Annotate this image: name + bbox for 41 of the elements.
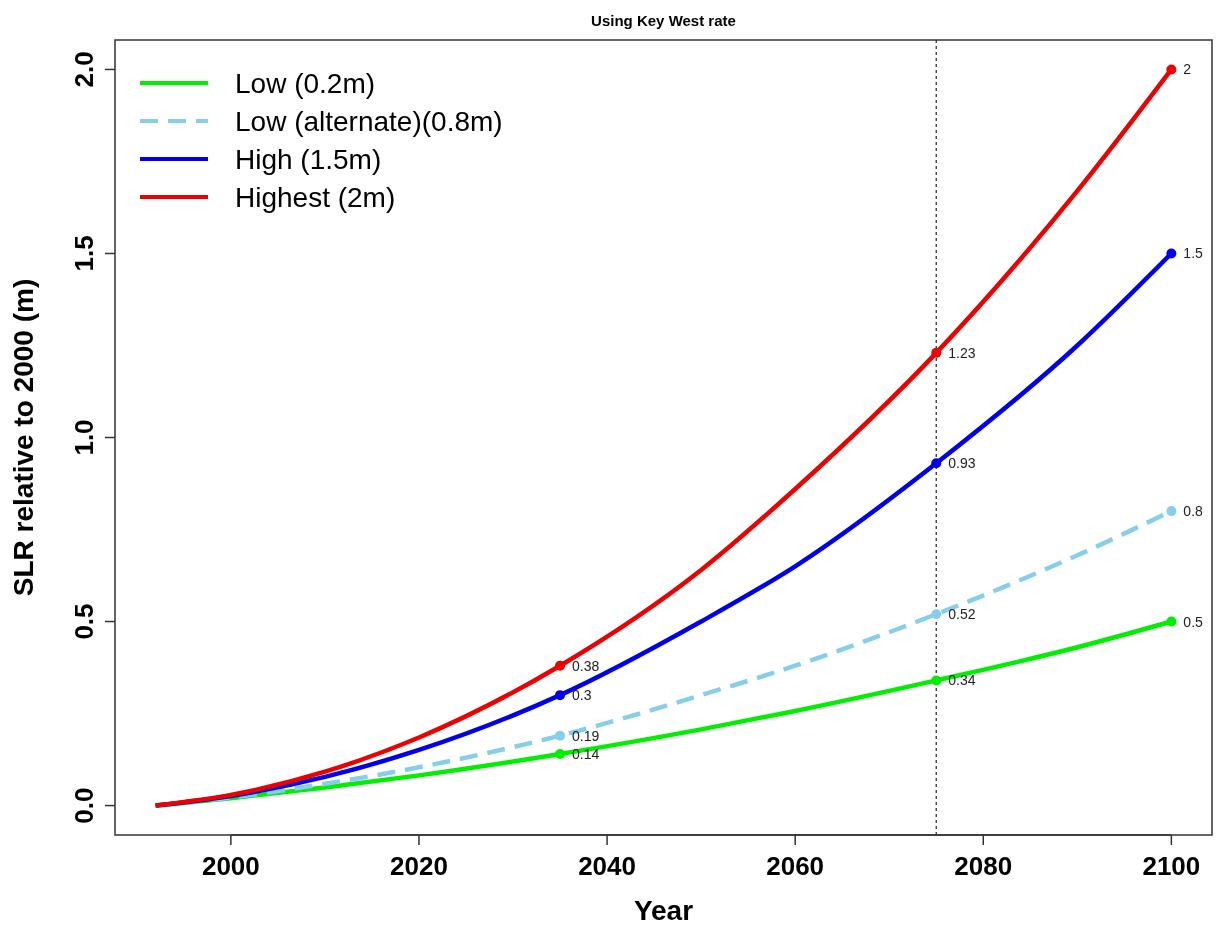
point: [931, 347, 942, 358]
point: [555, 749, 566, 760]
y-tick-label: 1.5: [69, 235, 99, 272]
point: [931, 609, 942, 620]
point: [555, 730, 566, 741]
point: [931, 675, 942, 686]
point: [555, 660, 566, 671]
data-label: 0.8: [1183, 503, 1204, 520]
data-label: 1.5: [1183, 245, 1204, 262]
x-tick-label: 2040: [578, 851, 636, 881]
data-label: 0.19: [572, 727, 600, 744]
legend-label: Low (alternate)(0.8m): [235, 106, 503, 137]
y-tick-label: 1.0: [69, 419, 99, 456]
legend-label: Low (0.2m): [235, 68, 376, 99]
data-label: 1.23: [948, 344, 976, 361]
x-tick-label: 2100: [1142, 851, 1201, 881]
y-tick-label: 2.0: [69, 51, 99, 88]
y-axis-title: SLR relative to 2000 (m): [8, 278, 39, 597]
data-label: 0.93: [948, 455, 976, 472]
chart-title: Using Key West rate: [591, 12, 736, 29]
x-tick-label: 2020: [390, 851, 448, 881]
point: [1166, 248, 1177, 259]
data-label: 0.5: [1183, 613, 1204, 630]
point: [1166, 616, 1177, 627]
x-tick-label: 2080: [954, 851, 1013, 881]
point: [1166, 506, 1177, 517]
data-label: 0.3: [572, 687, 592, 704]
data-label: 0.34: [948, 672, 976, 689]
data-label: 0.38: [572, 657, 600, 674]
point: [931, 458, 942, 469]
x-axis-title: Year: [633, 895, 694, 926]
point: [555, 690, 566, 701]
data-label: 2: [1183, 61, 1192, 78]
point: [1166, 64, 1177, 75]
x-tick-label: 2000: [201, 851, 260, 881]
y-tick-label: 0.5: [69, 603, 99, 640]
legend-label: Highest (2m): [235, 182, 396, 213]
data-label: 0.52: [948, 606, 976, 623]
legend-label: High (1.5m): [235, 144, 382, 175]
x-tick-label: 2060: [766, 851, 825, 881]
y-tick-label: 0.0: [69, 787, 99, 824]
